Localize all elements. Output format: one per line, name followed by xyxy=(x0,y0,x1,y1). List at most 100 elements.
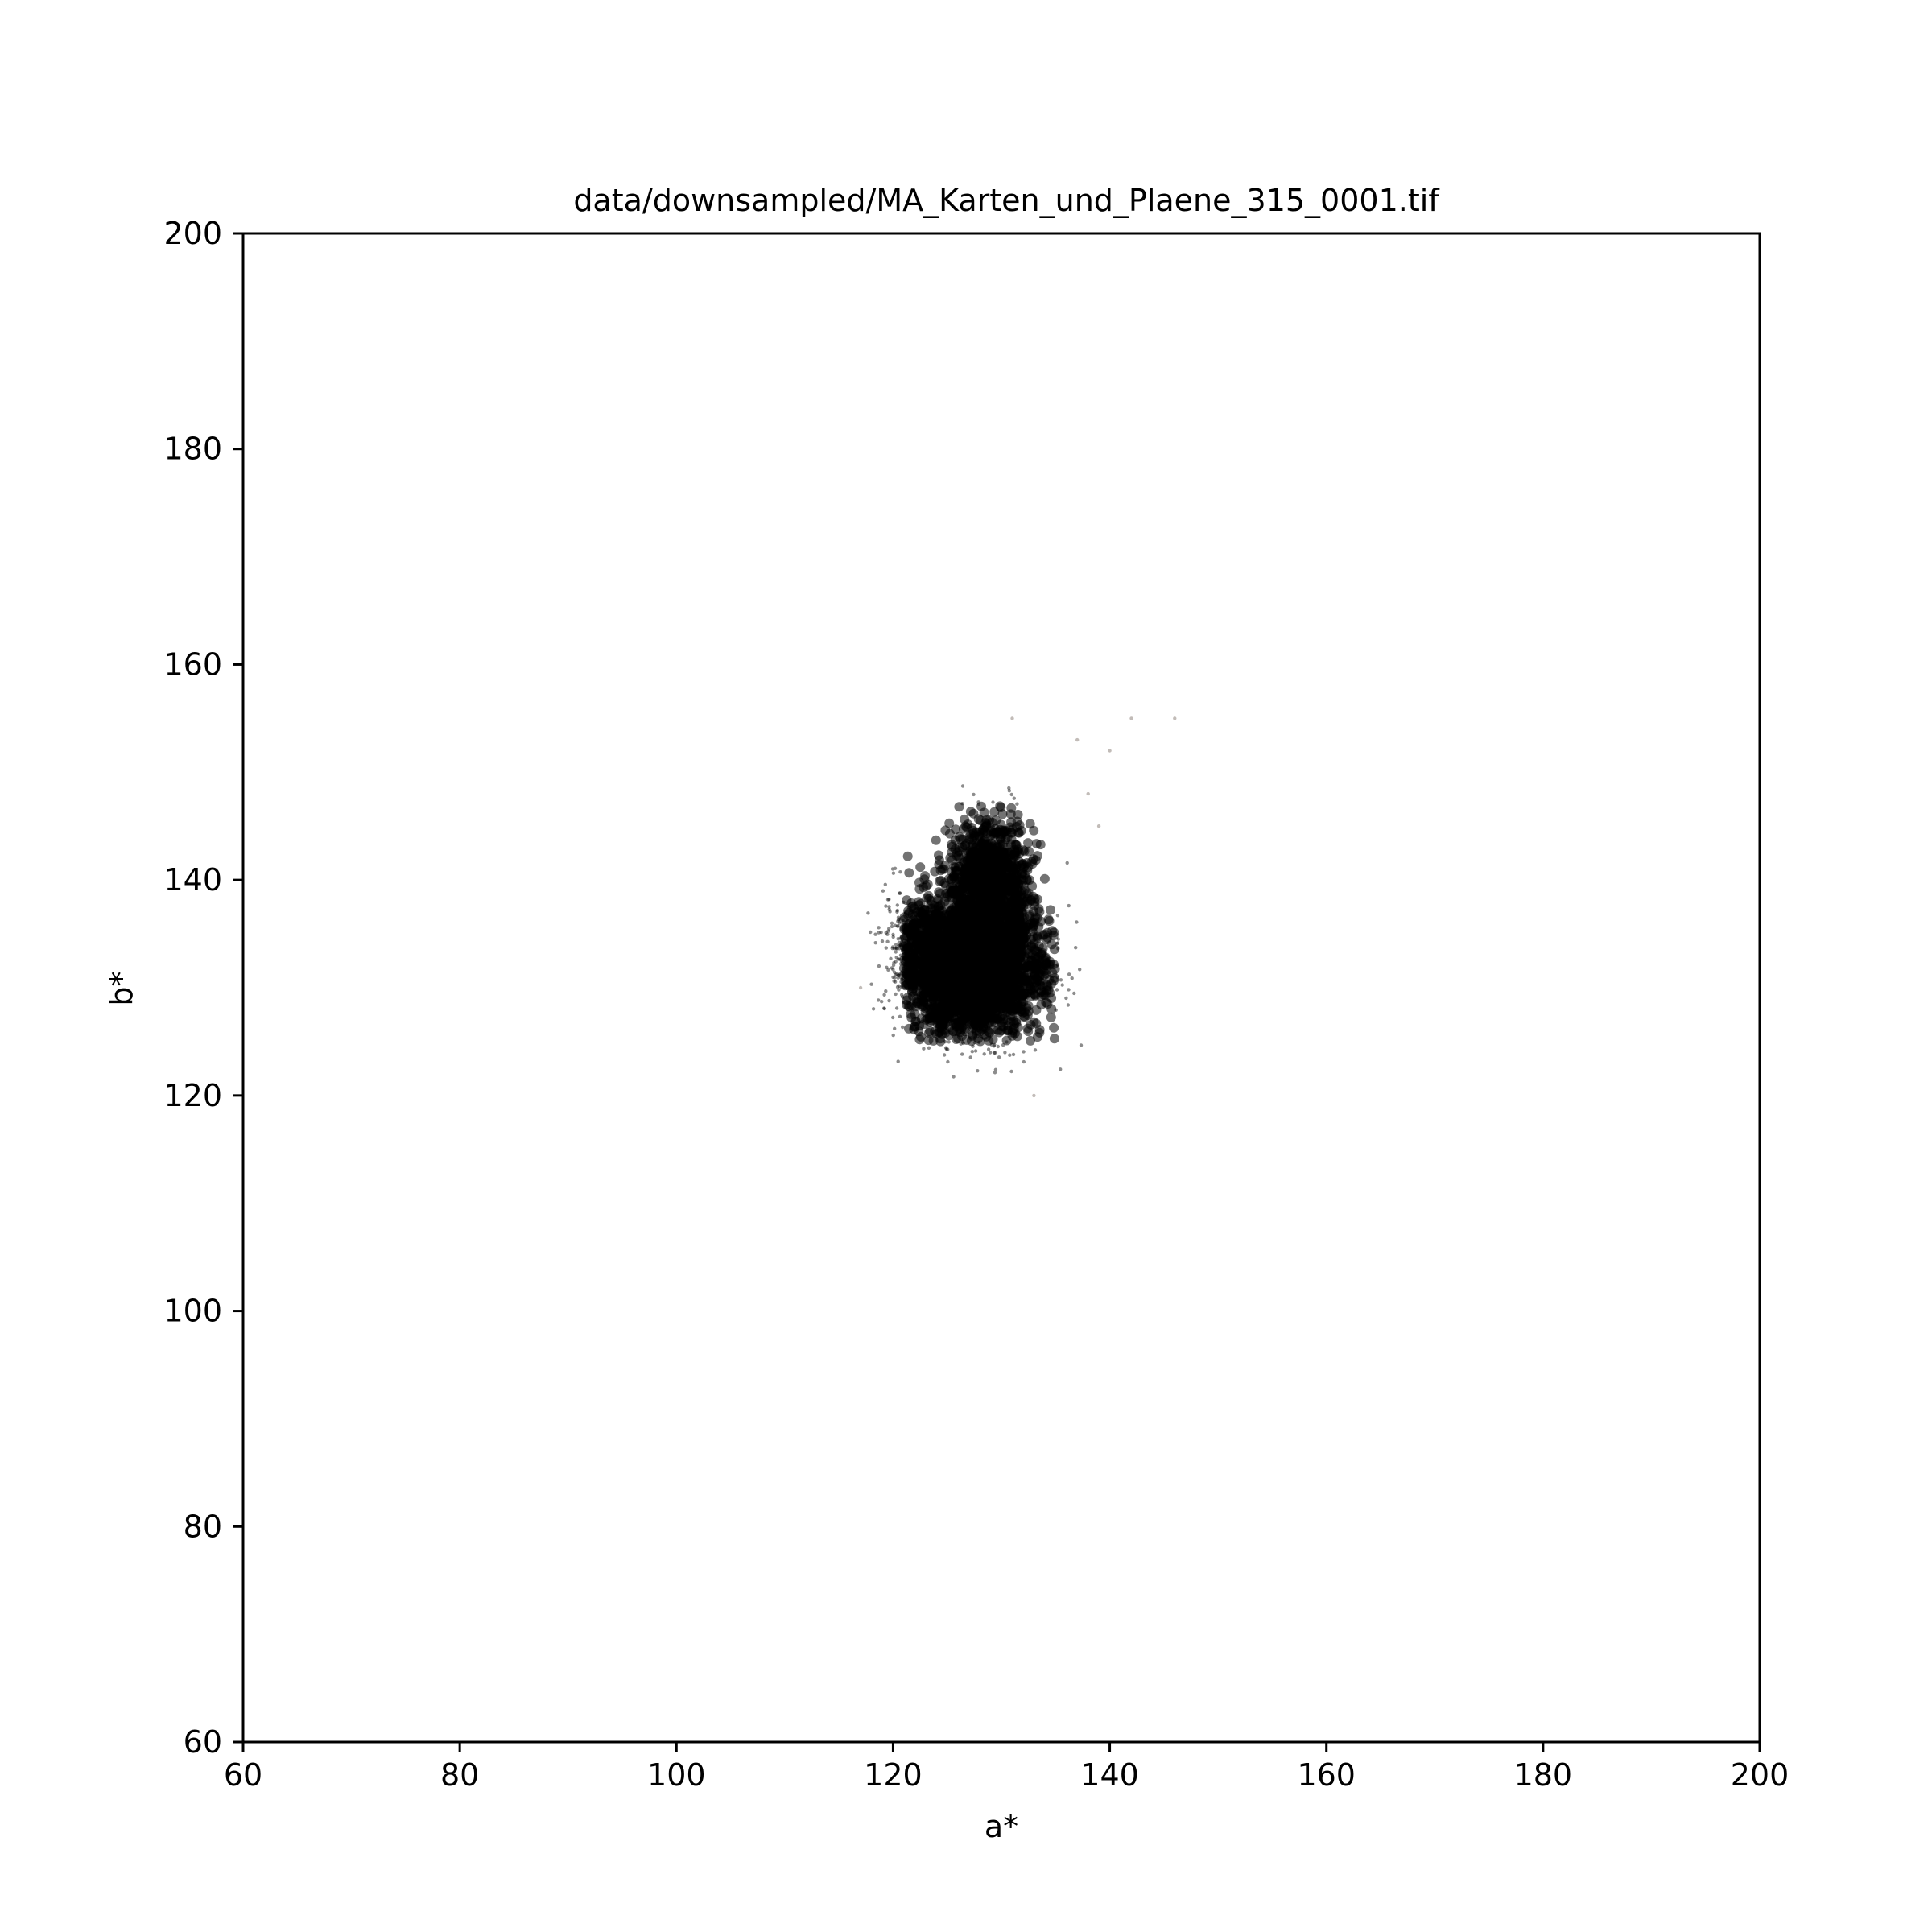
scatter-point xyxy=(891,1015,895,1020)
scatter-point xyxy=(902,851,913,861)
scatter-point xyxy=(992,827,1001,837)
scatter-point xyxy=(1075,920,1079,924)
scatter-point xyxy=(944,1047,949,1051)
scatter-point xyxy=(898,943,902,948)
scatter-point xyxy=(886,939,890,944)
x-tick-label: 180 xyxy=(1514,1757,1573,1793)
scatter-point xyxy=(1005,809,1016,819)
scatter-point xyxy=(891,935,895,939)
scatter-point xyxy=(1045,959,1055,969)
scatter-point xyxy=(1011,1052,1016,1057)
scatter-point xyxy=(965,928,976,938)
scatter-point xyxy=(895,972,899,976)
scatter-point xyxy=(981,819,992,830)
scatter-point xyxy=(895,985,900,989)
scatter-point xyxy=(1009,894,1019,905)
scatter-point xyxy=(894,972,898,976)
scatter-point xyxy=(896,937,900,941)
scatter-point xyxy=(913,931,923,941)
scatter-point xyxy=(993,1067,998,1072)
scatter-point xyxy=(1015,802,1019,806)
scatter-point xyxy=(882,993,886,997)
scatter-outlier-point xyxy=(1129,716,1133,720)
scatter-point xyxy=(887,905,891,909)
scatter-point xyxy=(907,958,918,968)
scatter-point xyxy=(948,1007,959,1018)
scatter-point xyxy=(978,888,989,898)
scatter-point xyxy=(1001,1026,1012,1035)
scatter-point xyxy=(886,898,890,902)
y-axis-label: b* xyxy=(104,971,139,1005)
scatter-point xyxy=(1055,941,1059,946)
y-tick-label: 80 xyxy=(184,1509,222,1544)
scatter-point xyxy=(899,923,910,933)
x-tick-label: 80 xyxy=(440,1757,479,1793)
scatter-point xyxy=(897,921,902,925)
scatter-point xyxy=(931,909,941,919)
scatter-point xyxy=(1029,825,1039,836)
scatter-point xyxy=(890,867,895,871)
scatter-point xyxy=(880,1000,884,1004)
x-tick-label: 160 xyxy=(1297,1757,1356,1793)
scatter-point xyxy=(1007,992,1018,1002)
scatter-point xyxy=(973,943,984,953)
scatter-point xyxy=(972,792,976,797)
scatter-point xyxy=(898,957,902,961)
scatter-point xyxy=(887,898,891,902)
scatter-outlier-point xyxy=(1096,824,1101,828)
scatter-point xyxy=(959,1042,963,1046)
scatter-point xyxy=(902,895,912,906)
scatter-point xyxy=(894,992,898,997)
scatter-point xyxy=(997,976,1008,986)
scatter-point xyxy=(932,996,943,1005)
scatter-point xyxy=(873,932,877,936)
scatter-point xyxy=(1012,951,1022,961)
y-tick-label: 160 xyxy=(163,646,222,682)
scatter-point xyxy=(1034,1027,1045,1038)
scatter-point xyxy=(993,1042,997,1047)
scatter-point xyxy=(1046,1004,1057,1014)
scatter-point xyxy=(993,1051,997,1055)
scatter-point xyxy=(886,929,890,933)
scatter-point xyxy=(894,943,898,947)
scatter-point xyxy=(1059,978,1063,982)
scatter-point xyxy=(960,802,964,806)
scatter-point xyxy=(919,920,929,931)
scatter-point xyxy=(881,889,886,893)
scatter-point xyxy=(897,973,901,978)
scatter-point xyxy=(893,866,898,871)
scatter-point xyxy=(960,814,970,824)
scatter-point xyxy=(1030,963,1041,973)
scatter-point xyxy=(1030,894,1040,904)
scatter-point xyxy=(891,968,895,972)
scatter-point xyxy=(897,984,901,989)
y-tick-label: 180 xyxy=(163,431,222,467)
scatter-point xyxy=(986,1047,991,1051)
scatter-points xyxy=(858,716,1177,1098)
scatter-point xyxy=(1042,980,1052,990)
scatter-point xyxy=(894,947,899,951)
scatter-point xyxy=(899,980,903,985)
scatter-point xyxy=(1055,914,1060,918)
scatter-point xyxy=(981,852,992,863)
scatter-point xyxy=(935,987,945,997)
scatter-point xyxy=(945,994,956,1004)
scatter-point xyxy=(988,878,998,889)
scatter-point xyxy=(991,800,995,804)
scatter-point xyxy=(885,965,889,970)
scatter-point xyxy=(1019,846,1030,857)
scatter-point xyxy=(991,898,1001,909)
scatter-point xyxy=(1070,976,1074,980)
scatter-point xyxy=(925,1026,935,1036)
scatter-point xyxy=(896,924,901,928)
scatter-point xyxy=(1072,991,1076,996)
scatter-point xyxy=(976,1069,980,1073)
scatter-point xyxy=(1066,1003,1071,1007)
scatter-point xyxy=(897,940,902,945)
scatter-point xyxy=(937,864,947,874)
scatter-point xyxy=(989,923,1000,934)
scatter-point xyxy=(900,932,910,943)
scatter-point xyxy=(1013,1022,1023,1033)
scatter-point xyxy=(989,912,1000,923)
